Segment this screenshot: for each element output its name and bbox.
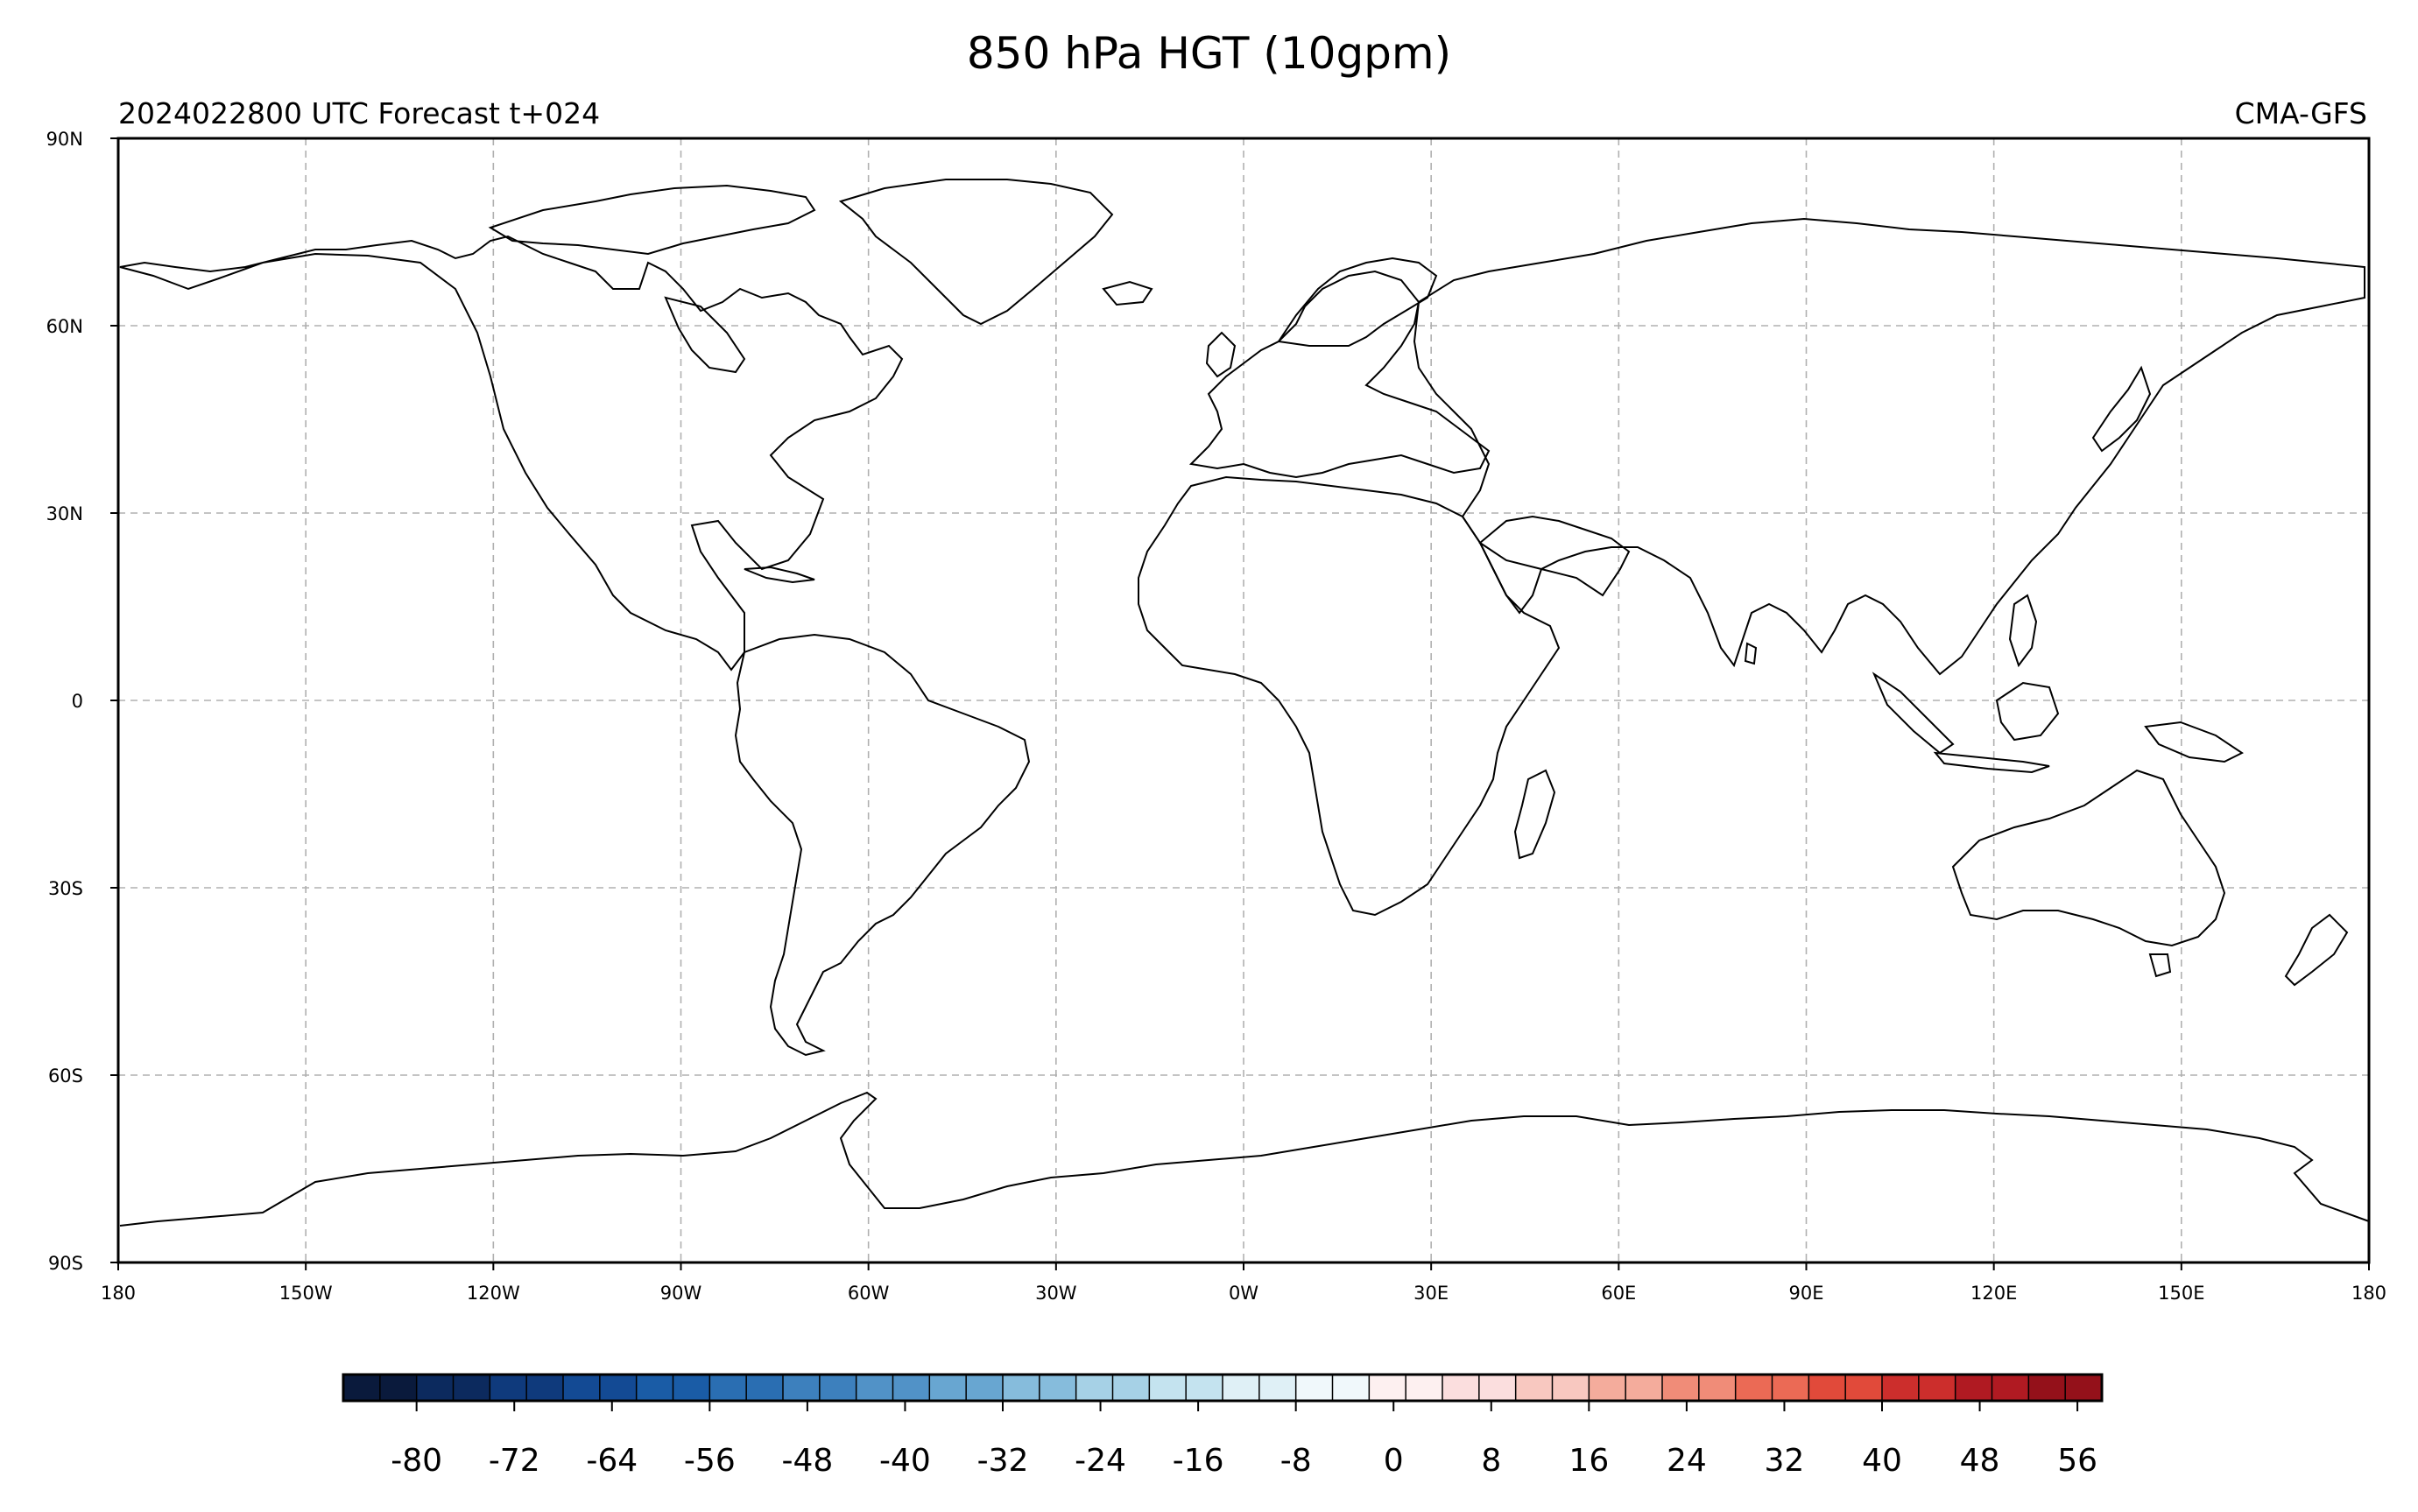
scandinavia-coastline [1277,257,1438,347]
colorbar-label: 40 [1862,1443,1902,1479]
north-america-coastline [119,235,904,672]
new-zealand-coastline [2284,913,2349,987]
lon-label-120e: 120E [1970,1283,2017,1304]
hudson-bay-coastline [664,296,746,374]
lat-label-30s: 30S [48,878,83,899]
asia-coastline [1413,217,2365,676]
sumatra-coastline [1872,672,1955,755]
south-america-coastline [734,633,1031,1057]
colorbar-label: -72 [489,1443,540,1479]
arctic-islands-coastline [488,184,816,256]
cuba-coastline [744,566,815,584]
model-name-label: CMA-GFS [2234,96,2367,130]
colorbar-label: -56 [684,1443,736,1479]
colorbar-label: -16 [1173,1443,1224,1479]
sri-lanka-coastline [1744,642,1758,665]
lon-label-60e: 60E [1601,1283,1636,1304]
lon-label-90w: 90W [660,1283,702,1304]
lat-label-30n: 30N [46,503,83,524]
japan-coastline [2091,365,2152,453]
lat-label-60s: 60S [48,1065,83,1087]
colorbar: -80 -72 -64 -56 -48 -40 -32 -24 -16 -8 0… [342,1373,2104,1479]
colorbar-label: 0 [1384,1443,1404,1479]
australia-coastline [1951,769,2226,947]
lon-label-30e: 30E [1413,1283,1449,1304]
lon-label-180e: 180 [2351,1283,2386,1304]
colorbar-label: -48 [781,1443,833,1479]
colorbar-label: 48 [1960,1443,2000,1479]
arabian-peninsula-coastline [1478,515,1631,597]
lat-label-60n: 60N [46,316,83,337]
latitude-labels: 90N 60N 30N 0 30S 60S 90S [46,129,83,1274]
colorbar-label: 8 [1481,1443,1501,1479]
colorbar-label: -32 [977,1443,1029,1479]
lon-label-150e: 150E [2158,1283,2204,1304]
colorbar-label: 32 [1765,1443,1805,1479]
colorbar-ticks [415,1401,2079,1411]
lon-label-0w: 0W [1229,1283,1258,1304]
tasmania-coastline [2148,953,2172,978]
lon-label-90e: 90E [1789,1283,1824,1304]
british-isles-coastline [1205,331,1237,378]
lon-label-30w: 30W [1035,1283,1077,1304]
lon-label-120w: 120W [467,1283,520,1304]
colorbar-label: -40 [879,1443,931,1479]
colorbar-label: 24 [1667,1443,1707,1479]
map-title: 850 hPa HGT (10gpm) [966,28,1452,79]
lat-label-90n: 90N [46,129,83,150]
longitude-labels: 180 150W 120W 90W 60W 30W 0W 30E 60E 90E… [101,1283,2386,1304]
new-guinea-coastline [2144,721,2244,763]
graticule [118,138,2369,1262]
colorbar-label: -24 [1075,1443,1126,1479]
iceland-coastline [1102,280,1153,306]
colorbar-dividers [379,1375,2066,1401]
africa-coastline [1138,475,1561,917]
lon-label-150w: 150W [279,1283,333,1304]
colorbar-labels: -80 -72 -64 -56 -48 -40 -32 -24 -16 -8 0… [391,1443,2097,1479]
colorbar-label: -80 [391,1443,442,1479]
philippines-coastline [2008,594,2038,668]
forecast-time-label: 2024022800 UTC Forecast t+024 [118,96,601,130]
colorbar-label: 16 [1569,1443,1609,1479]
colorbar-frame [342,1373,2104,1403]
antarctica-coastline [119,1091,2370,1227]
madagascar-coastline [1513,769,1556,860]
axis-ticks [110,137,2370,1270]
greenland-coastline [838,179,1114,326]
lat-label-90s: 90S [48,1253,83,1274]
colorbar-label: -64 [586,1443,638,1479]
colorbar-label: -8 [1280,1443,1312,1479]
lat-label-0: 0 [72,691,83,712]
coastlines [119,179,2370,1227]
map-panel [110,137,2371,1270]
borneo-coastline [1995,681,2060,742]
lon-label-180w: 180 [101,1283,136,1304]
europe-coastline [1188,270,1491,479]
java-coastline [1933,751,2050,774]
lon-label-60w: 60W [848,1283,890,1304]
colorbar-label: 56 [2057,1443,2097,1479]
